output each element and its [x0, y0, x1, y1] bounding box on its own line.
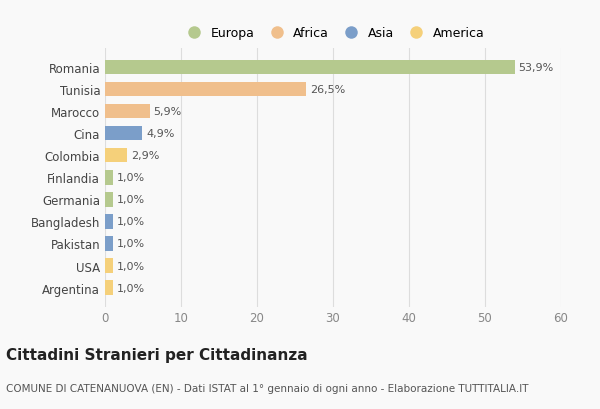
Bar: [105, 281, 113, 295]
Bar: [105, 105, 150, 119]
Text: 1,0%: 1,0%: [116, 239, 145, 249]
Bar: [105, 193, 113, 207]
Text: Cittadini Stranieri per Cittadinanza: Cittadini Stranieri per Cittadinanza: [6, 347, 308, 362]
Bar: [105, 149, 127, 163]
Text: 1,0%: 1,0%: [116, 217, 145, 227]
Text: 2,9%: 2,9%: [131, 151, 159, 161]
Text: 1,0%: 1,0%: [116, 283, 145, 293]
Bar: [105, 61, 515, 75]
Bar: [105, 237, 113, 251]
Bar: [105, 259, 113, 273]
Text: 5,9%: 5,9%: [154, 107, 182, 117]
Bar: [105, 83, 307, 97]
Text: 1,0%: 1,0%: [116, 261, 145, 271]
Legend: Europa, Africa, Asia, America: Europa, Africa, Asia, America: [179, 25, 487, 43]
Bar: [105, 171, 113, 185]
Text: 53,9%: 53,9%: [518, 63, 554, 73]
Bar: [105, 215, 113, 229]
Text: COMUNE DI CATENANUOVA (EN) - Dati ISTAT al 1° gennaio di ogni anno - Elaborazion: COMUNE DI CATENANUOVA (EN) - Dati ISTAT …: [6, 383, 529, 393]
Bar: [105, 127, 142, 141]
Text: 1,0%: 1,0%: [116, 195, 145, 205]
Text: 26,5%: 26,5%: [310, 85, 346, 95]
Text: 4,9%: 4,9%: [146, 129, 175, 139]
Text: 1,0%: 1,0%: [116, 173, 145, 183]
